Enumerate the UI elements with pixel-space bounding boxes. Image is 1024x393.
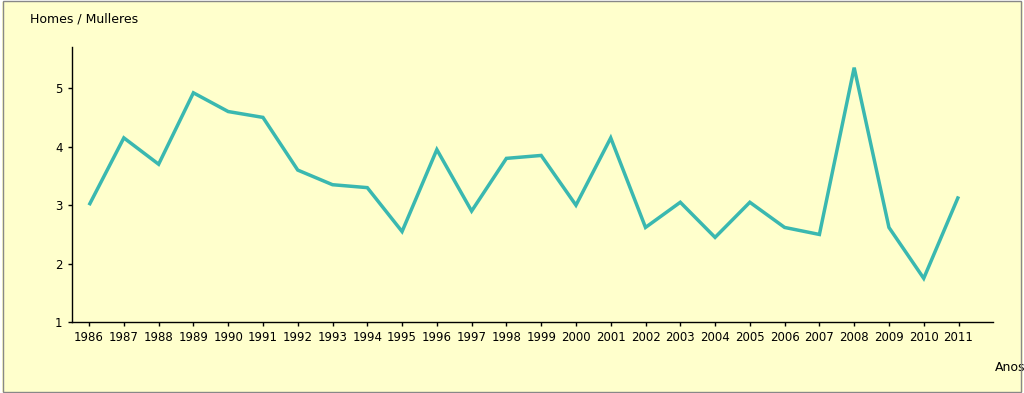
Text: Anos: Anos bbox=[995, 361, 1024, 374]
Text: Homes / Mulleres: Homes / Mulleres bbox=[31, 12, 138, 25]
